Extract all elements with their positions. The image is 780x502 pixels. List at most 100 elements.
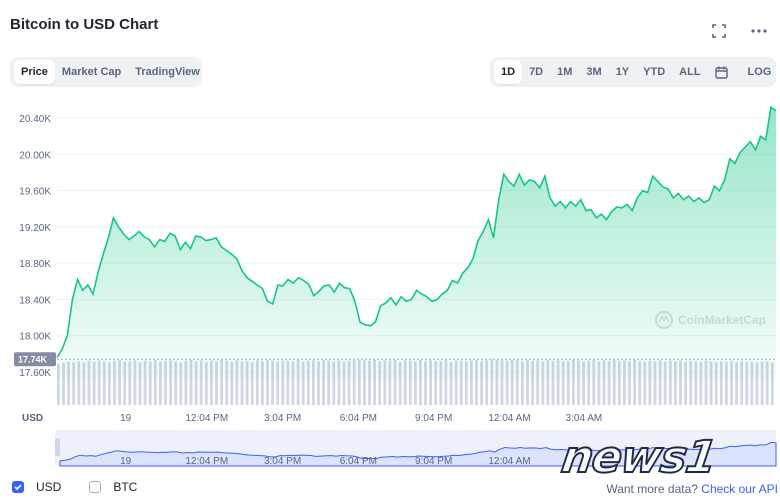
y-tick-label: 18.80K — [19, 259, 51, 270]
volume-bar — [592, 359, 596, 405]
range-1y[interactable]: 1Y — [615, 66, 630, 78]
volume-bar — [245, 360, 249, 405]
navigator-tick-label: 12:04 AM — [488, 456, 530, 467]
volume-bar — [740, 361, 744, 405]
navigator-tick-label: 6:04 PM — [340, 456, 377, 467]
volume-bar — [286, 360, 290, 405]
api-cta: Want more data? Check our API — [606, 482, 778, 496]
y-tick-label: 19.60K — [19, 187, 51, 198]
fullscreen-icon[interactable] — [710, 22, 728, 40]
range-1m[interactable]: 1M — [557, 66, 573, 78]
volume-bar — [174, 361, 178, 405]
volume-bar — [194, 361, 198, 405]
checkbox-checked-icon[interactable] — [12, 481, 24, 493]
checkbox-unchecked-icon[interactable] — [89, 481, 102, 493]
price-line — [56, 105, 777, 358]
volume-bar — [419, 359, 422, 405]
volume-bar — [770, 362, 774, 405]
volume-bar — [204, 361, 208, 405]
volume-bar — [628, 361, 631, 405]
range-7d[interactable]: 7D — [529, 66, 544, 78]
volume-bar — [143, 360, 147, 405]
volume-bar — [454, 360, 458, 405]
range-all[interactable]: ALL — [679, 66, 701, 78]
volume-bar — [617, 360, 621, 405]
volume-bar — [704, 360, 708, 405]
volume-bar — [679, 360, 682, 405]
volume-bar — [337, 360, 341, 405]
volume-bar — [148, 361, 152, 405]
x-axis-currency: USD — [22, 413, 43, 424]
volume-bar — [342, 361, 346, 405]
volume-bar — [113, 360, 116, 405]
volume-bar — [189, 359, 193, 405]
volume-bar — [531, 360, 534, 405]
volume-bar — [551, 360, 555, 405]
calendar-icon[interactable] — [708, 60, 735, 84]
volume-bar — [322, 359, 325, 405]
volume-bar — [623, 360, 626, 405]
volume-bar — [546, 359, 550, 405]
legend-item-usd[interactable]: USD — [12, 480, 61, 494]
volume-bar — [725, 361, 728, 405]
volume-bar — [750, 361, 754, 405]
news-watermark: news1 — [557, 431, 720, 484]
volume-bar — [62, 362, 65, 405]
x-tick-label: 6:04 PM — [340, 413, 377, 424]
metric-tabs: Price Market Cap TradingView — [10, 57, 202, 87]
tab-tradingview[interactable]: TradingView — [135, 66, 200, 78]
volume-bar — [255, 360, 259, 405]
volume-bar — [648, 360, 652, 405]
volume-bar — [97, 360, 101, 405]
volume-bar — [133, 360, 137, 405]
y-tick-label: 20.40K — [19, 114, 51, 125]
volume-bar — [210, 360, 213, 405]
volume-bar — [470, 360, 473, 405]
volume-bar — [363, 360, 366, 405]
volume-bar — [643, 361, 647, 405]
volume-bar — [378, 361, 382, 405]
api-link[interactable]: Check our API — [701, 482, 778, 496]
legend-label-btc: BTC — [113, 480, 138, 494]
volume-bar — [505, 360, 509, 405]
range-3m[interactable]: 3M — [586, 66, 602, 78]
navigator-tick-label: 12:04 PM — [185, 456, 228, 467]
y-tick-label: 17.60K — [19, 368, 51, 379]
navigator-tick-label: 9:04 PM — [415, 456, 452, 467]
range-tabs: 1D 7D 1M 3M 1Y YTD ALL LOG — [490, 57, 776, 87]
volume-bar — [398, 361, 402, 405]
volume-bar — [572, 359, 575, 405]
navigator-left-handle[interactable] — [55, 438, 60, 456]
tab-price[interactable]: Price — [14, 60, 55, 84]
volume-bars — [57, 359, 774, 405]
watermark-text: CoinMarketCap — [678, 313, 766, 327]
volume-bar — [327, 360, 331, 405]
volume-bar — [464, 361, 468, 405]
volume-bar — [332, 361, 336, 405]
range-1d[interactable]: 1D — [494, 60, 523, 84]
log-toggle[interactable]: LOG — [747, 66, 772, 78]
volume-bar — [199, 360, 203, 405]
y-tick-label: 18.00K — [19, 332, 51, 343]
y-tick-label: 19.20K — [19, 223, 51, 234]
volume-bar — [653, 361, 657, 405]
watermark-logo: CoinMarketCap — [655, 311, 766, 329]
volume-bar — [638, 360, 642, 405]
tab-market-cap[interactable]: Market Cap — [61, 66, 122, 78]
range-ytd[interactable]: YTD — [643, 66, 666, 78]
x-tick-label: 9:04 PM — [415, 413, 452, 424]
volume-bar — [357, 359, 361, 405]
volume-bar — [689, 360, 693, 405]
volume-bar — [138, 362, 142, 405]
x-tick-label: 12:04 AM — [488, 413, 530, 424]
price-chart[interactable]: 20.40K 20.00K 19.60K 19.20K 18.80K 18.40K 18.0… — [0, 0, 780, 475]
volume-bar — [561, 361, 565, 405]
volume-bar — [403, 360, 407, 405]
more-icon[interactable] — [750, 22, 768, 40]
volume-bar — [459, 360, 463, 405]
volume-bar — [261, 361, 264, 405]
volume-bar — [276, 361, 280, 405]
volume-bar — [449, 361, 453, 405]
volume-bar — [383, 360, 387, 405]
legend-item-btc[interactable]: BTC — [89, 480, 137, 494]
